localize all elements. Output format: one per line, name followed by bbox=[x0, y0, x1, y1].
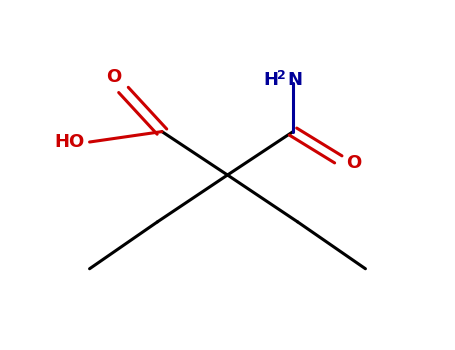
Text: HO: HO bbox=[55, 133, 85, 151]
Text: O: O bbox=[106, 68, 121, 86]
Text: H: H bbox=[264, 71, 279, 89]
Text: N: N bbox=[287, 71, 302, 89]
Text: 2: 2 bbox=[278, 69, 286, 82]
Text: O: O bbox=[346, 154, 361, 172]
